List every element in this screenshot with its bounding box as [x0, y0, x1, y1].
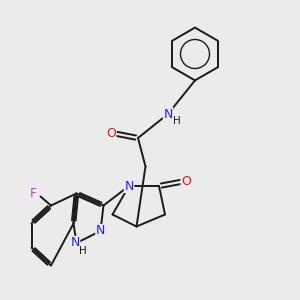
Text: N: N — [163, 107, 173, 121]
Text: N: N — [124, 179, 134, 193]
Text: H: H — [79, 246, 87, 256]
Text: N: N — [96, 224, 105, 238]
Text: N: N — [70, 236, 80, 250]
Text: O: O — [181, 175, 191, 188]
Text: O: O — [106, 127, 116, 140]
Text: H: H — [172, 116, 180, 126]
Text: F: F — [29, 187, 37, 200]
